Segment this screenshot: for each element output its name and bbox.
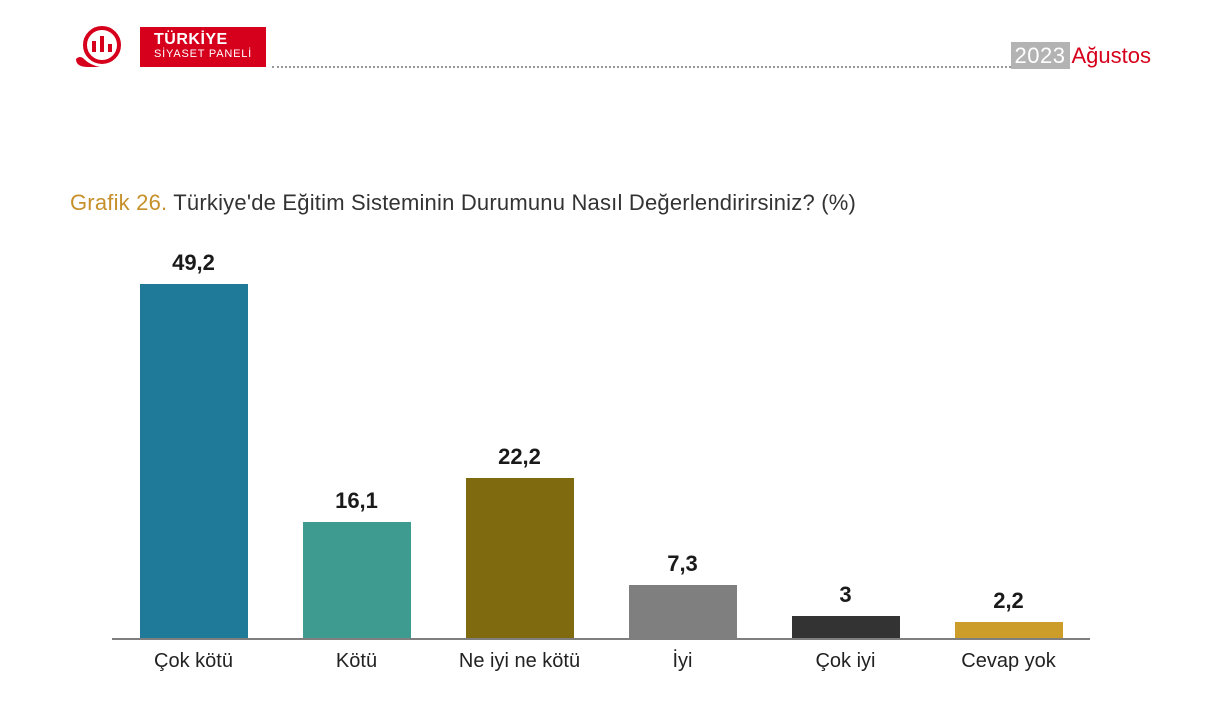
x-axis-label: Çok kötü [112, 650, 275, 673]
x-axis-label: Çok iyi [764, 650, 927, 673]
x-axis-labels: Çok kötüKötüNe iyi ne kötüİyiÇok iyiCeva… [112, 650, 1090, 673]
bar [303, 522, 411, 638]
report-year: 2023 [1011, 42, 1070, 69]
logo-text: TÜRKİYE SİYASET PANELİ [140, 27, 266, 66]
x-axis-label: Cevap yok [927, 650, 1090, 673]
bar [955, 622, 1063, 638]
bar-slot: 49,2 [112, 250, 275, 638]
bar-value-label: 3 [839, 582, 851, 608]
bar-value-label: 22,2 [498, 444, 541, 470]
brand-logo: TÜRKİYE SİYASET PANELİ [70, 25, 266, 69]
x-axis-label: Ne iyi ne kötü [438, 650, 601, 673]
bar-value-label: 16,1 [335, 488, 378, 514]
chart-title-text: Türkiye'de Eğitim Sisteminin Durumunu Na… [173, 190, 856, 215]
bar [140, 284, 248, 638]
bar [792, 616, 900, 638]
bar-slot: 22,2 [438, 444, 601, 638]
bar-value-label: 7,3 [667, 551, 698, 577]
logo-line2: SİYASET PANELİ [154, 49, 252, 61]
bar-value-label: 49,2 [172, 250, 215, 276]
bar-value-label: 2,2 [993, 588, 1024, 614]
report-date: 2023 Ağustos [1011, 42, 1151, 69]
chart-title: Grafik 26. Türkiye'de Eğitim Sisteminin … [70, 190, 1151, 216]
header-rule [272, 66, 1011, 68]
report-month: Ağustos [1070, 43, 1152, 69]
chart-title-prefix: Grafik 26. [70, 190, 167, 215]
logo-line1: TÜRKİYE [154, 32, 252, 49]
bar-slot: 3 [764, 582, 927, 638]
logo-icon [70, 25, 130, 69]
bar-slot: 2,2 [927, 588, 1090, 638]
x-axis-label: İyi [601, 650, 764, 673]
bar-slot: 16,1 [275, 488, 438, 638]
bar-slot: 7,3 [601, 551, 764, 638]
x-axis-label: Kötü [275, 650, 438, 673]
bar [629, 585, 737, 638]
page-header: TÜRKİYE SİYASET PANELİ 2023 Ağustos [70, 25, 1151, 69]
bar [466, 478, 574, 638]
bar-chart: 49,216,122,27,332,2 [112, 270, 1090, 640]
